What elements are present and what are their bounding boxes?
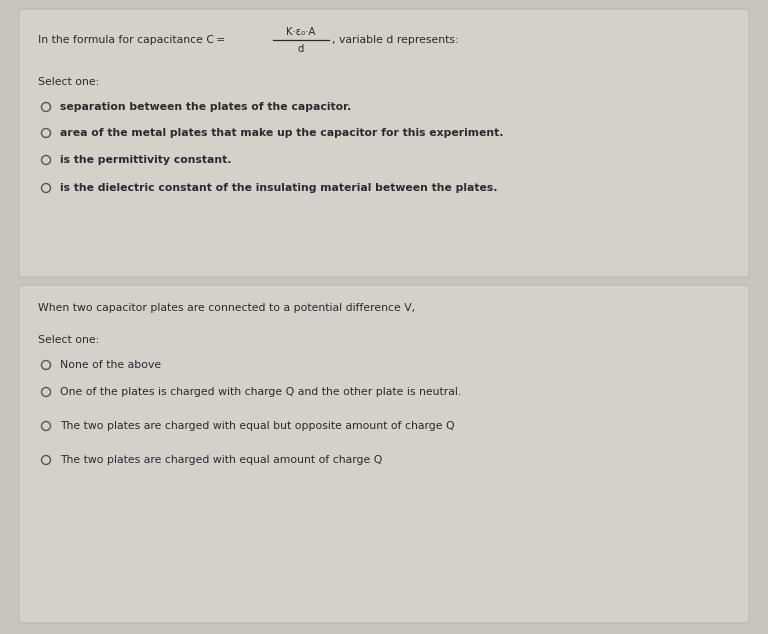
Text: , variable d represents:: , variable d represents: [332,35,458,45]
Text: separation between the plates of the capacitor.: separation between the plates of the cap… [60,102,351,112]
Text: K·ε₀·A: K·ε₀·A [286,27,316,37]
Text: Select one:: Select one: [38,77,99,87]
Text: Select one:: Select one: [38,335,99,345]
FancyBboxPatch shape [19,9,749,277]
Text: In the formula for capacitance C =: In the formula for capacitance C = [38,35,227,45]
Text: The two plates are charged with equal but opposite amount of charge Q: The two plates are charged with equal bu… [60,421,455,431]
Text: area of the metal plates that make up the capacitor for this experiment.: area of the metal plates that make up th… [60,128,504,138]
Text: The two plates are charged with equal amount of charge Q: The two plates are charged with equal am… [60,455,382,465]
FancyBboxPatch shape [19,285,749,623]
Text: None of the above: None of the above [60,360,161,370]
Text: d: d [298,44,304,54]
Text: One of the plates is charged with charge Q and the other plate is neutral.: One of the plates is charged with charge… [60,387,462,397]
Text: is the permittivity constant.: is the permittivity constant. [60,155,231,165]
Text: When two capacitor plates are connected to a potential difference V,: When two capacitor plates are connected … [38,303,415,313]
Text: is the dielectric constant of the insulating material between the plates.: is the dielectric constant of the insula… [60,183,498,193]
